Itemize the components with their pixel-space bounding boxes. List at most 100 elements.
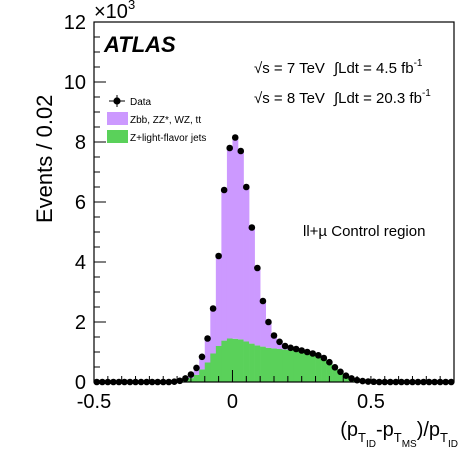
- x-tick-label: -0.5: [77, 391, 111, 413]
- xlabel-part-4: T: [394, 430, 402, 445]
- data-point-41: [320, 354, 328, 362]
- bar-zlight-22: [215, 346, 222, 382]
- data-point-43: [331, 364, 339, 371]
- bar-zlight-20: [204, 362, 211, 382]
- bar-zbb-30: [260, 301, 266, 347]
- bar-zlight-34: [282, 349, 289, 382]
- y-multiplier-base: ×10: [94, 1, 128, 23]
- bar-zbb-24: [226, 149, 233, 339]
- legend-data-marker: [113, 97, 121, 105]
- bar-zlight-30: [260, 346, 266, 382]
- xlabel-part-2: ID: [366, 439, 376, 450]
- legend-label-zlight: Z+light-flavor jets: [130, 133, 206, 144]
- xlabel-part-8: ID: [448, 439, 458, 450]
- bar-zbb-28: [249, 227, 255, 344]
- data-point-30: [259, 297, 267, 305]
- data-point-35: [287, 344, 294, 352]
- y-axis-label: Events / 0.02: [32, 95, 57, 223]
- bar-zlight-44: [337, 372, 344, 382]
- lumi-7tev-integral: ∫Ldt = 4.5 fb-1: [333, 58, 423, 77]
- stacked-bars: [171, 139, 377, 382]
- bar-zlight-19: [199, 369, 206, 382]
- data-point-46: [348, 375, 355, 382]
- y-tick-label: 6: [75, 192, 86, 214]
- bar-zbb-26: [238, 151, 244, 340]
- xlabel-part-6: )/p: [417, 419, 440, 441]
- data-point-31: [265, 318, 272, 326]
- bar-zlight-21: [210, 353, 217, 382]
- xlabel-part-1: T: [358, 430, 366, 445]
- data-point-29: [254, 264, 261, 272]
- bar-zbb-27: [243, 187, 250, 342]
- data-point-24: [226, 144, 233, 152]
- lumi-7tev-integral-exponent: -1: [414, 58, 423, 69]
- data-point-23: [220, 186, 228, 194]
- data-point-40: [315, 352, 322, 359]
- bar-zbb-29: [254, 268, 261, 346]
- bar-zlight-27: [243, 341, 250, 382]
- bar-zlight-41: [321, 358, 327, 382]
- bar-zbb-23: [221, 192, 228, 341]
- data-point-16: [182, 375, 189, 382]
- data-point-26: [237, 147, 245, 155]
- x-tick-label: 0.5: [357, 391, 385, 413]
- bar-zlight-39: [310, 354, 316, 382]
- data-point-33: [276, 338, 283, 346]
- bar-zbb-25: [232, 139, 239, 339]
- bar-zbb-20: [204, 338, 211, 363]
- lumi-7tev-integral-value: ∫Ldt = 4.5 fb: [333, 60, 414, 77]
- x-tick-label: 0: [227, 391, 238, 413]
- bar-zbb-32: [271, 335, 278, 349]
- bar-zbb-31: [265, 322, 272, 348]
- data-point-20: [204, 335, 211, 342]
- bar-zlight-35: [287, 350, 294, 382]
- bar-zbb-19: [199, 356, 206, 370]
- y-tick-label: 12: [64, 12, 86, 34]
- xlabel-part-0: (p: [340, 419, 358, 441]
- xlabel-part-3: -p: [376, 419, 394, 441]
- xlabel-part-5: MS: [402, 439, 417, 450]
- legend-label-data: Data: [130, 97, 152, 108]
- data-point-18: [193, 364, 200, 372]
- y-tick-label: 0: [75, 372, 86, 394]
- bar-zlight-40: [315, 355, 322, 382]
- control-region-label: ll+µ Control region: [303, 223, 425, 240]
- y-tick-label: 4: [75, 252, 86, 274]
- x-axis-label: (pTID-pTMS)/pTID: [340, 419, 458, 450]
- data-point-34: [281, 342, 289, 350]
- data-point-19: [198, 353, 206, 361]
- data-point-32: [270, 332, 278, 339]
- y-tick-label: 10: [64, 72, 86, 94]
- bar-zlight-23: [221, 340, 228, 382]
- bar-zlight-45: [343, 376, 350, 382]
- bar-zlight-33: [276, 349, 283, 382]
- xlabel-part-7: T: [440, 430, 448, 445]
- data-point-44: [337, 368, 344, 376]
- y-tick-label: 8: [75, 132, 86, 154]
- bar-zlight-36: [293, 350, 300, 382]
- bar-zlight-43: [332, 367, 338, 382]
- y-tick-label: 2: [75, 312, 86, 334]
- lumi-8tev-integral-exponent: -1: [422, 88, 431, 99]
- bar-zbb-33: [276, 341, 283, 349]
- bar-zbb-18: [193, 367, 200, 375]
- lumi-8tev-integral-value: ∫Ldt = 20.3 fb: [333, 90, 422, 107]
- data-point-27: [243, 183, 250, 191]
- bar-zbb-22: [215, 256, 222, 346]
- data-point-22: [215, 252, 222, 260]
- legend-swatch-zbb: [107, 112, 128, 125]
- data-point-45: [342, 372, 350, 380]
- lumi-8tev-integral: ∫Ldt = 20.3 fb-1: [333, 88, 431, 107]
- data-point-17: [187, 371, 195, 378]
- bar-zlight-42: [326, 362, 333, 382]
- lumi-7tev-energy: √s = 7 TeV: [254, 60, 325, 77]
- bar-zlight-32: [271, 348, 278, 382]
- data-point-37: [298, 347, 305, 354]
- y-multiplier-exponent: 3: [128, 0, 135, 12]
- bar-zlight-31: [265, 347, 272, 382]
- legend: Data Zbb, ZZ*, WZ, tt Z+light-flavor jet…: [107, 95, 206, 144]
- x-axis-ticks: -0.5 0 0.5: [77, 370, 455, 413]
- y-axis-multiplier: ×103: [94, 0, 135, 23]
- bar-zlight-26: [238, 339, 244, 382]
